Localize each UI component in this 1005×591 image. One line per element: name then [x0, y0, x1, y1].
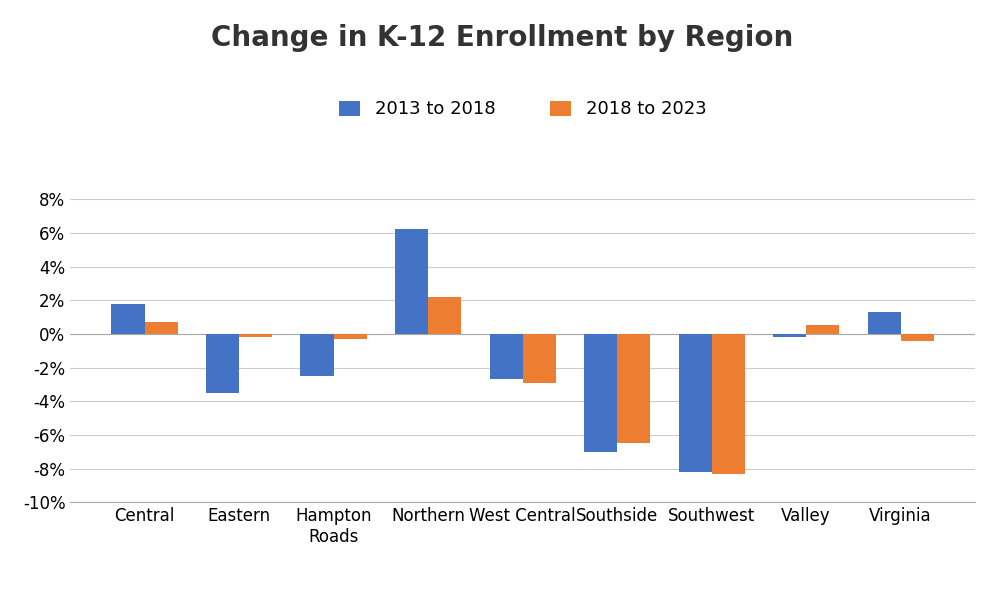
Bar: [300, 334, 334, 376]
Bar: [206, 334, 239, 393]
Bar: [617, 334, 650, 443]
Bar: [900, 334, 934, 340]
Bar: [112, 304, 145, 334]
Bar: [334, 334, 367, 339]
Bar: [867, 312, 900, 334]
Bar: [773, 334, 806, 337]
Bar: [489, 334, 523, 379]
Bar: [584, 334, 617, 452]
Bar: [428, 297, 461, 334]
Bar: [145, 322, 178, 334]
Legend: 2013 to 2018, 2018 to 2023: 2013 to 2018, 2018 to 2023: [339, 100, 707, 118]
Text: Change in K-12 Enrollment by Region: Change in K-12 Enrollment by Region: [211, 24, 794, 51]
Bar: [806, 326, 839, 334]
Bar: [239, 334, 272, 337]
Bar: [678, 334, 712, 472]
Bar: [712, 334, 745, 474]
Bar: [395, 229, 428, 334]
Bar: [523, 334, 556, 383]
